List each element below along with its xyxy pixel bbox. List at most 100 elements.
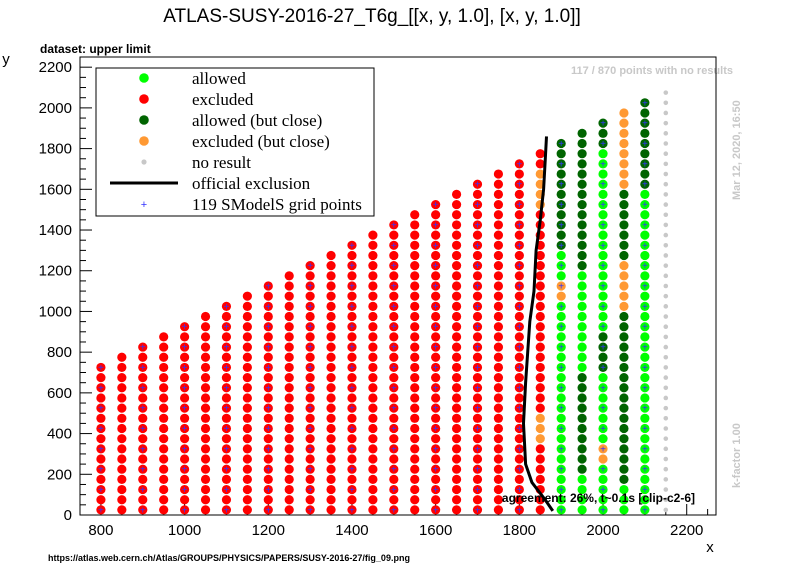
- grid-point-marker: +: [349, 322, 355, 333]
- data-point-allowed: [640, 373, 650, 383]
- y-tick-label: 2200: [39, 59, 72, 76]
- data-point-excluded: [159, 373, 169, 383]
- x-tick-label: 800: [88, 522, 113, 539]
- grid-point-marker: +: [600, 261, 606, 272]
- grid-point-marker: +: [140, 485, 146, 496]
- data-point-excluded: [472, 230, 483, 240]
- data-point-allowed: [598, 261, 608, 271]
- data-point-excluded: [389, 271, 399, 281]
- data-point-allowed: [556, 322, 566, 332]
- data-point-excluded_close: [619, 128, 629, 138]
- data-point-excluded_close: [619, 271, 629, 281]
- data-point-excluded: [410, 250, 420, 261]
- grid-point-marker: +: [98, 505, 104, 516]
- timestamp: Mar 12, 2020, 16:50: [731, 100, 743, 200]
- data-point-excluded: [326, 271, 336, 281]
- data-point-excluded: [514, 413, 524, 423]
- x-tick-label: 1800: [503, 522, 536, 539]
- data-point-excluded: [514, 464, 524, 474]
- legend-label-allowed_close: allowed (but close): [192, 111, 322, 130]
- data-point-allowed: [640, 311, 650, 322]
- grid-point-marker: +: [642, 424, 648, 435]
- grid-point-marker: +: [516, 180, 522, 191]
- grid-point-marker: +: [558, 241, 564, 252]
- data-point-excluded: [410, 342, 420, 352]
- data-point-excluded: [180, 383, 190, 393]
- data-point-excluded: [535, 261, 545, 271]
- data-point-excluded: [451, 373, 462, 383]
- data-point-excluded: [410, 352, 420, 362]
- data-point-excluded: [263, 362, 273, 373]
- data-point-allowed: [598, 322, 608, 332]
- grid-point-marker: +: [391, 322, 397, 333]
- data-point-excluded: [493, 189, 504, 199]
- data-point-excluded: [242, 444, 252, 454]
- data-point-excluded: [305, 423, 315, 434]
- data-point-excluded: [472, 199, 483, 210]
- data-point-excluded: [305, 444, 315, 454]
- data-point-excluded: [451, 199, 462, 210]
- grid-point-marker: +: [516, 404, 522, 415]
- data-point-excluded: [242, 454, 252, 464]
- data-point-excluded: [514, 271, 524, 281]
- data-point-allowed: [640, 210, 650, 220]
- grid-point-marker: +: [600, 119, 606, 130]
- data-point-allowed: [577, 352, 587, 362]
- data-point-excluded: [493, 210, 504, 220]
- data-point-allowed: [556, 413, 566, 423]
- data-point-allowed: [619, 505, 629, 515]
- data-point-allowed: [598, 281, 608, 291]
- grid-point-marker: +: [265, 282, 271, 293]
- data-point-excluded: [326, 261, 336, 271]
- data-point-excluded: [180, 484, 190, 495]
- data-point-excluded: [410, 230, 420, 240]
- data-point-excluded: [493, 342, 504, 352]
- data-point-excluded: [200, 383, 211, 393]
- data-point-allowed: [556, 250, 566, 261]
- data-point-no_result: [663, 100, 669, 106]
- data-point-excluded: [221, 362, 232, 373]
- data-point-excluded: [389, 413, 399, 423]
- data-point-excluded: [200, 484, 211, 495]
- data-point-allowed_close: [619, 413, 629, 423]
- data-point-excluded_close: [556, 281, 566, 291]
- data-point-excluded_close: [619, 281, 629, 291]
- data-point-excluded: [200, 332, 211, 342]
- data-point-excluded: [159, 362, 169, 373]
- data-point-excluded: [389, 250, 399, 261]
- data-point-allowed: [577, 322, 587, 332]
- grid-point-marker: +: [391, 282, 397, 293]
- data-point-excluded: [431, 281, 441, 291]
- data-point-excluded: [326, 311, 336, 322]
- data-point-allowed: [598, 159, 608, 169]
- data-point-allowed_close: [577, 444, 587, 454]
- data-point-allowed_close: [640, 179, 650, 189]
- grid-point-marker: +: [433, 383, 439, 394]
- grid-point-marker: +: [516, 465, 522, 476]
- data-point-allowed_close: [598, 332, 608, 342]
- data-point-excluded: [514, 342, 524, 352]
- grid-point-marker: +: [349, 302, 355, 313]
- data-point-allowed: [577, 271, 587, 281]
- data-point-excluded: [389, 352, 399, 362]
- data-point-no_result: [663, 456, 669, 462]
- data-point-allowed_close: [556, 179, 566, 189]
- legend-swatch-no_result: [141, 159, 147, 165]
- y-tick-label: 1600: [39, 181, 72, 198]
- data-point-allowed: [598, 179, 608, 189]
- data-point-excluded: [200, 311, 211, 322]
- data-point-excluded: [117, 403, 127, 413]
- data-point-excluded: [431, 291, 441, 301]
- data-point-excluded: [493, 301, 504, 311]
- data-point-excluded: [284, 311, 294, 322]
- data-point-excluded: [514, 311, 524, 322]
- data-point-excluded: [472, 495, 483, 505]
- data-point-excluded: [472, 271, 483, 281]
- grid-point-marker: +: [349, 505, 355, 516]
- data-point-excluded: [514, 474, 524, 484]
- data-point-excluded_close: [619, 159, 629, 169]
- data-point-no_result: [663, 171, 669, 177]
- data-point-excluded: [200, 464, 211, 474]
- data-point-excluded: [472, 373, 483, 383]
- data-point-excluded: [159, 444, 169, 454]
